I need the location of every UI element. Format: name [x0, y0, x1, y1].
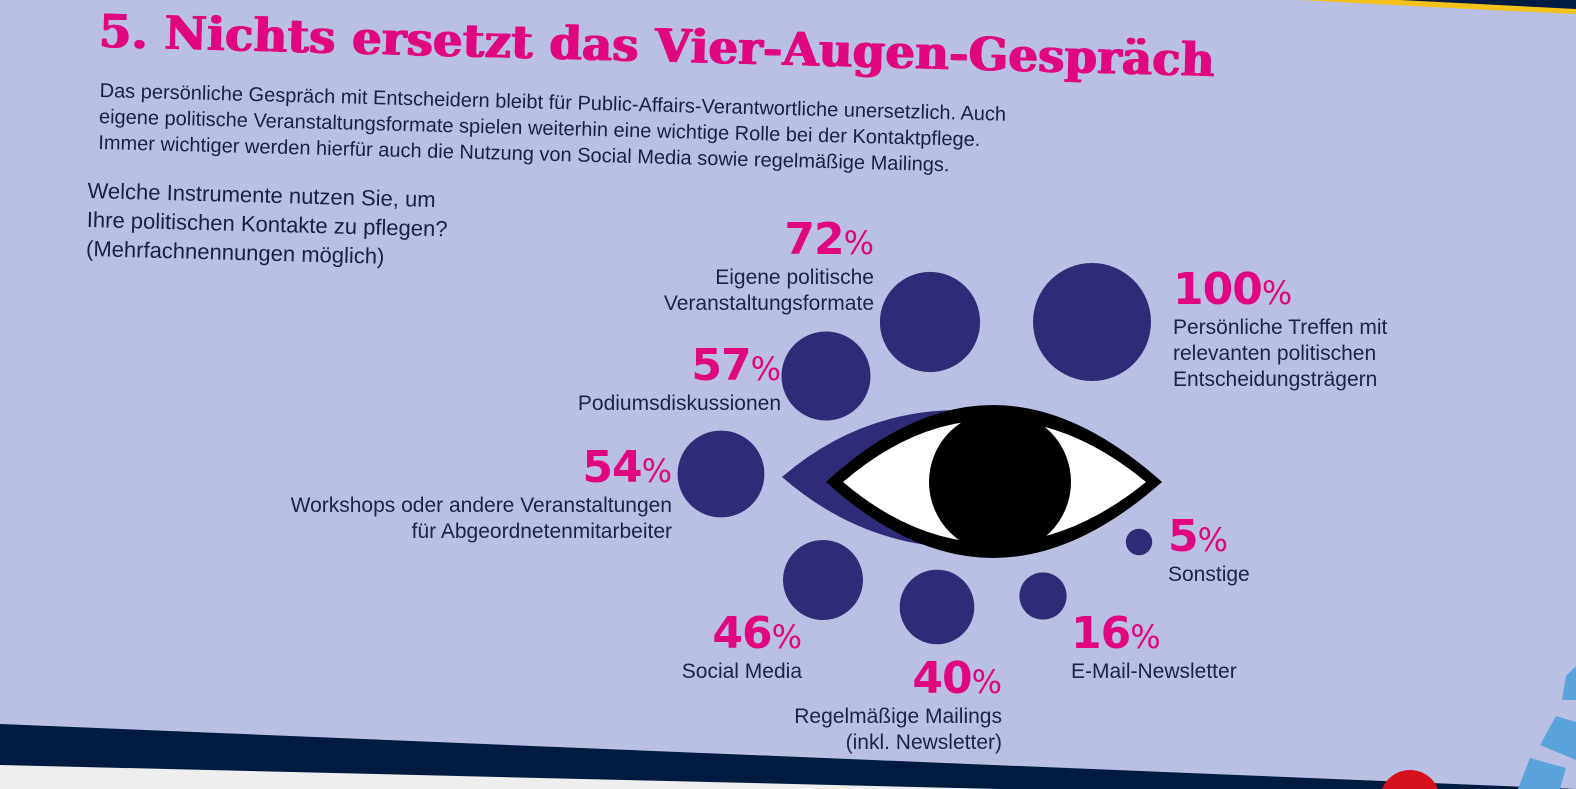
percent-number: 16: [1071, 608, 1131, 659]
data-label-mailings: 40% Regelmäßige Mailings (inkl. Newsletter…: [794, 657, 1002, 756]
bubble-treffen: [1033, 263, 1151, 381]
percent-sign: %: [843, 224, 874, 262]
percent-sign: %: [1197, 521, 1229, 559]
percent-value: 72%: [664, 218, 874, 265]
percent-value: 16%: [1071, 612, 1237, 659]
percent-sign: %: [1261, 274, 1293, 312]
bottom-light-band: [0, 765, 1000, 789]
percent-number: 57: [691, 340, 751, 391]
top-dark-band: [1400, 0, 1576, 9]
category-label: Entscheidungsträgern: [1173, 368, 1378, 391]
data-label-podium: 57% Podiumsdiskussionen: [578, 344, 781, 417]
percent-number: 72: [784, 214, 844, 265]
eye-pupil: [929, 411, 1071, 553]
percent-number: 100: [1173, 264, 1263, 315]
bubble-veranstaltungsformate: [879, 271, 981, 373]
category-label: Regelmäßige Mailings: [794, 705, 1002, 728]
percent-sign: %: [750, 350, 781, 388]
category-label: E-Mail-Newsletter: [1071, 660, 1237, 683]
data-label-sonstige: 5% Sonstige: [1168, 515, 1250, 588]
bubble-newsletter: [1019, 572, 1067, 620]
percent-sign: %: [971, 663, 1002, 701]
percent-value: 40%: [794, 657, 1002, 704]
percent-value: 57%: [578, 344, 781, 391]
bubble-workshops: [677, 430, 765, 518]
category-label: (inkl. Newsletter): [845, 731, 1002, 754]
bubble-sonstige: [1125, 528, 1153, 556]
category-label: Sonstige: [1168, 563, 1250, 586]
category-label: relevanten politischen: [1173, 342, 1377, 365]
blue-stripe-3: [1518, 758, 1566, 789]
percent-value: 5%: [1168, 515, 1250, 562]
category-label: für Abgeordnetenmitarbeiter: [411, 520, 672, 543]
percent-value: 100%: [1173, 268, 1387, 315]
category-label: Podiumsdiskussionen: [577, 392, 781, 415]
category-label: Veranstaltungsformate: [663, 292, 874, 315]
bottom-dark-band: [0, 724, 1576, 789]
data-label-newsletter: 16% E-Mail-Newsletter: [1071, 612, 1237, 685]
percent-number: 40: [912, 653, 972, 704]
data-label-social: 46% Social Media: [682, 612, 802, 685]
category-label: Social Media: [681, 660, 802, 683]
bubble-mailings: [899, 569, 975, 645]
percent-number: 46: [712, 608, 772, 659]
blue-stripe-1: [1562, 666, 1576, 700]
percent-value: 46%: [682, 612, 802, 659]
blue-stripe-2: [1540, 716, 1576, 760]
category-label: Workshops oder andere Veranstaltungen: [290, 494, 672, 517]
data-label-workshops: 54% Workshops oder andere Veranstaltungen…: [291, 446, 672, 545]
eye-icon: [782, 405, 1162, 558]
percent-sign: %: [1130, 618, 1161, 656]
percent-sign: %: [771, 618, 802, 656]
data-label-veranstaltungsformate: 72% Eigene politische Veranstaltungsformat…: [664, 218, 874, 317]
data-label-treffen: 100% Persönliche Treffen mit relevanten po…: [1173, 268, 1387, 393]
category-label: Eigene politische: [715, 266, 874, 289]
category-label: Persönliche Treffen mit: [1173, 316, 1388, 339]
percent-sign: %: [641, 452, 672, 490]
percent-number: 54: [582, 442, 642, 493]
bubble-social: [783, 540, 863, 620]
percent-value: 54%: [291, 446, 672, 493]
bubble-podium: [781, 331, 871, 421]
red-accent-circle: [1382, 770, 1438, 789]
percent-number: 5: [1168, 511, 1199, 562]
